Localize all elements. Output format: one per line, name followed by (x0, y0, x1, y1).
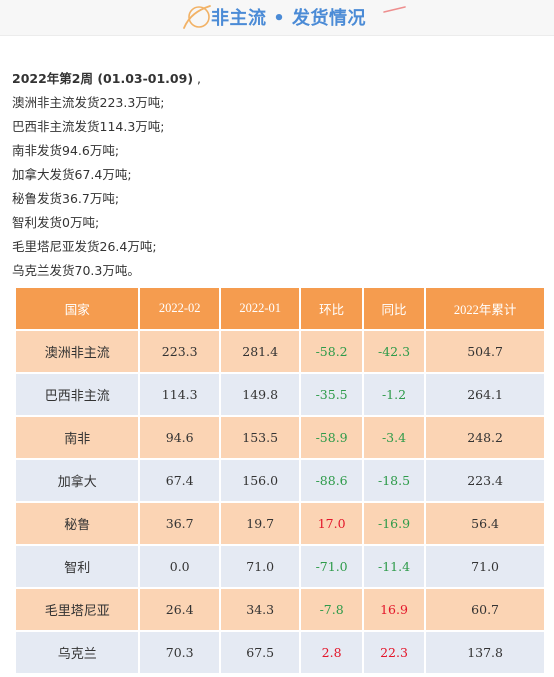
cell-mom: -88.6 (301, 460, 362, 501)
cell-country: 乌克兰 (16, 632, 139, 673)
header-cell-previous: 2022-01 (220, 288, 300, 329)
cell-ytd: 56.4 (426, 503, 544, 544)
cell-previous: 281.4 (220, 331, 300, 372)
cell-mom: -71.0 (301, 546, 362, 587)
summary-week-line: 2022年第2周 (01.03-01.09) , (12, 67, 542, 91)
shipment-summary: 2022年第2周 (01.03-01.09) , 澳洲非主流发货223.3万吨;… (12, 67, 542, 283)
cell-current: 67.4 (140, 460, 219, 501)
cell-previous: 153.5 (220, 417, 300, 458)
cell-previous: 149.8 (220, 374, 300, 415)
cell-country: 澳洲非主流 (16, 331, 139, 372)
cell-current: 26.4 (140, 589, 219, 630)
cell-ytd: 223.4 (426, 460, 544, 501)
week-label: 2022年第2周 (01.03-01.09) (12, 71, 194, 86)
cell-mom: 17.0 (301, 503, 362, 544)
table-row: 南非 94.6 153.5 -58.9 -3.4 248.2 (16, 417, 544, 458)
cell-yoy: 16.9 (363, 589, 425, 630)
cell-mom: -35.5 (301, 374, 362, 415)
cell-ytd: 504.7 (426, 331, 544, 372)
shipment-table: 国家 2022-02 2022-01 环比 同比 2022年累计 澳洲非主流 223.3 28… (14, 286, 546, 675)
summary-line: 加拿大发货67.4万吨; (12, 167, 132, 182)
cell-current: 94.6 (140, 417, 219, 458)
cell-country: 智利 (16, 546, 139, 587)
cell-ytd: 60.7 (426, 589, 544, 630)
summary-line: 巴西非主流发货114.3万吨; (12, 119, 165, 134)
cell-country: 加拿大 (16, 460, 139, 501)
header-cell-mom: 环比 (301, 288, 362, 329)
cell-mom: 2.8 (301, 632, 362, 673)
table-row: 秘鲁 36.7 19.7 17.0 -16.9 56.4 (16, 503, 544, 544)
summary-line: 秘鲁发货36.7万吨; (12, 191, 120, 206)
table-row: 智利 0.0 71.0 -71.0 -11.4 71.0 (16, 546, 544, 587)
table-row: 乌克兰 70.3 67.5 2.8 22.3 137.8 (16, 632, 544, 673)
cell-mom: -7.8 (301, 589, 362, 630)
cell-yoy: -18.5 (363, 460, 425, 501)
header-cell-ytd: 2022年累计 (426, 288, 544, 329)
summary-line: 澳洲非主流发货223.3万吨; (12, 95, 165, 110)
cell-ytd: 71.0 (426, 546, 544, 587)
cell-country: 秘鲁 (16, 503, 139, 544)
summary-line: 南非发货94.6万吨; (12, 143, 120, 158)
cell-previous: 71.0 (220, 546, 300, 587)
cell-country: 毛里塔尼亚 (16, 589, 139, 630)
cell-previous: 19.7 (220, 503, 300, 544)
table-row: 巴西非主流 114.3 149.8 -35.5 -1.2 264.1 (16, 374, 544, 415)
cell-ytd: 137.8 (426, 632, 544, 673)
cell-previous: 34.3 (220, 589, 300, 630)
page-title: 非主流 • 发货情况 (211, 8, 367, 29)
header-cell-yoy: 同比 (363, 288, 425, 329)
cell-ytd: 264.1 (426, 374, 544, 415)
summary-line: 毛里塔尼亚发货26.4万吨; (12, 239, 157, 254)
table-row: 澳洲非主流 223.3 281.4 -58.2 -42.3 504.7 (16, 331, 544, 372)
cell-yoy: -3.4 (363, 417, 425, 458)
cell-previous: 156.0 (220, 460, 300, 501)
cell-ytd: 248.2 (426, 417, 544, 458)
cell-current: 36.7 (140, 503, 219, 544)
cell-mom: -58.2 (301, 331, 362, 372)
summary-line: 乌克兰发货70.3万吨。 (12, 263, 140, 278)
header-cell-current: 2022-02 (140, 288, 219, 329)
cell-current: 114.3 (140, 374, 219, 415)
table-body: 澳洲非主流 223.3 281.4 -58.2 -42.3 504.7 巴西非主流 114.3… (16, 331, 544, 673)
cell-yoy: -11.4 (363, 546, 425, 587)
cell-current: 0.0 (140, 546, 219, 587)
summary-line: 智利发货0万吨; (12, 215, 100, 230)
cell-country: 巴西非主流 (16, 374, 139, 415)
cell-yoy: -16.9 (363, 503, 425, 544)
week-suffix: , (193, 71, 201, 86)
cell-previous: 67.5 (220, 632, 300, 673)
accent-stroke-icon (383, 6, 406, 13)
table-row: 加拿大 67.4 156.0 -88.6 -18.5 223.4 (16, 460, 544, 501)
table-row: 毛里塔尼亚 26.4 34.3 -7.8 16.9 60.7 (16, 589, 544, 630)
cell-yoy: -42.3 (363, 331, 425, 372)
page-header: 非主流 • 发货情况 (0, 0, 554, 36)
cell-country: 南非 (16, 417, 139, 458)
cell-current: 70.3 (140, 632, 219, 673)
header-cell-country: 国家 (16, 288, 139, 329)
cell-current: 223.3 (140, 331, 219, 372)
table-header-row: 国家 2022-02 2022-01 环比 同比 2022年累计 (16, 288, 544, 329)
cell-yoy: -1.2 (363, 374, 425, 415)
leaf-circle-icon (183, 5, 211, 29)
cell-mom: -58.9 (301, 417, 362, 458)
cell-yoy: 22.3 (363, 632, 425, 673)
